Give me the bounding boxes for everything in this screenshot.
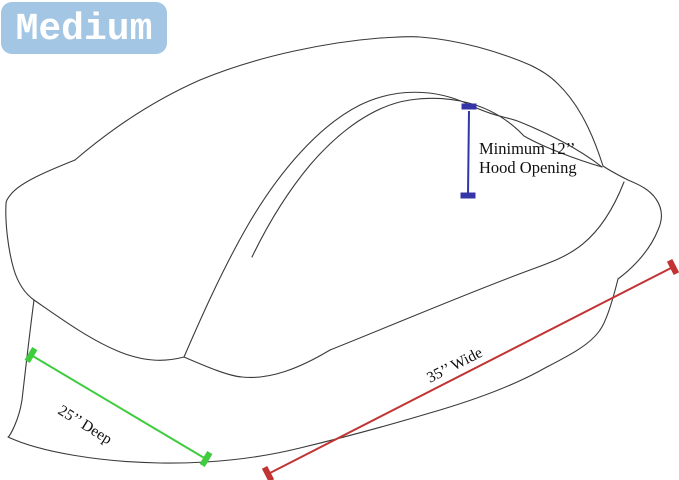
svg-text:35’’ Wide: 35’’ Wide bbox=[424, 344, 485, 386]
svg-text:Hood Opening: Hood Opening bbox=[479, 158, 577, 177]
svg-text:Minimum 12’’: Minimum 12’’ bbox=[479, 139, 575, 158]
svg-text:25’’ Deep: 25’’ Deep bbox=[55, 402, 115, 448]
